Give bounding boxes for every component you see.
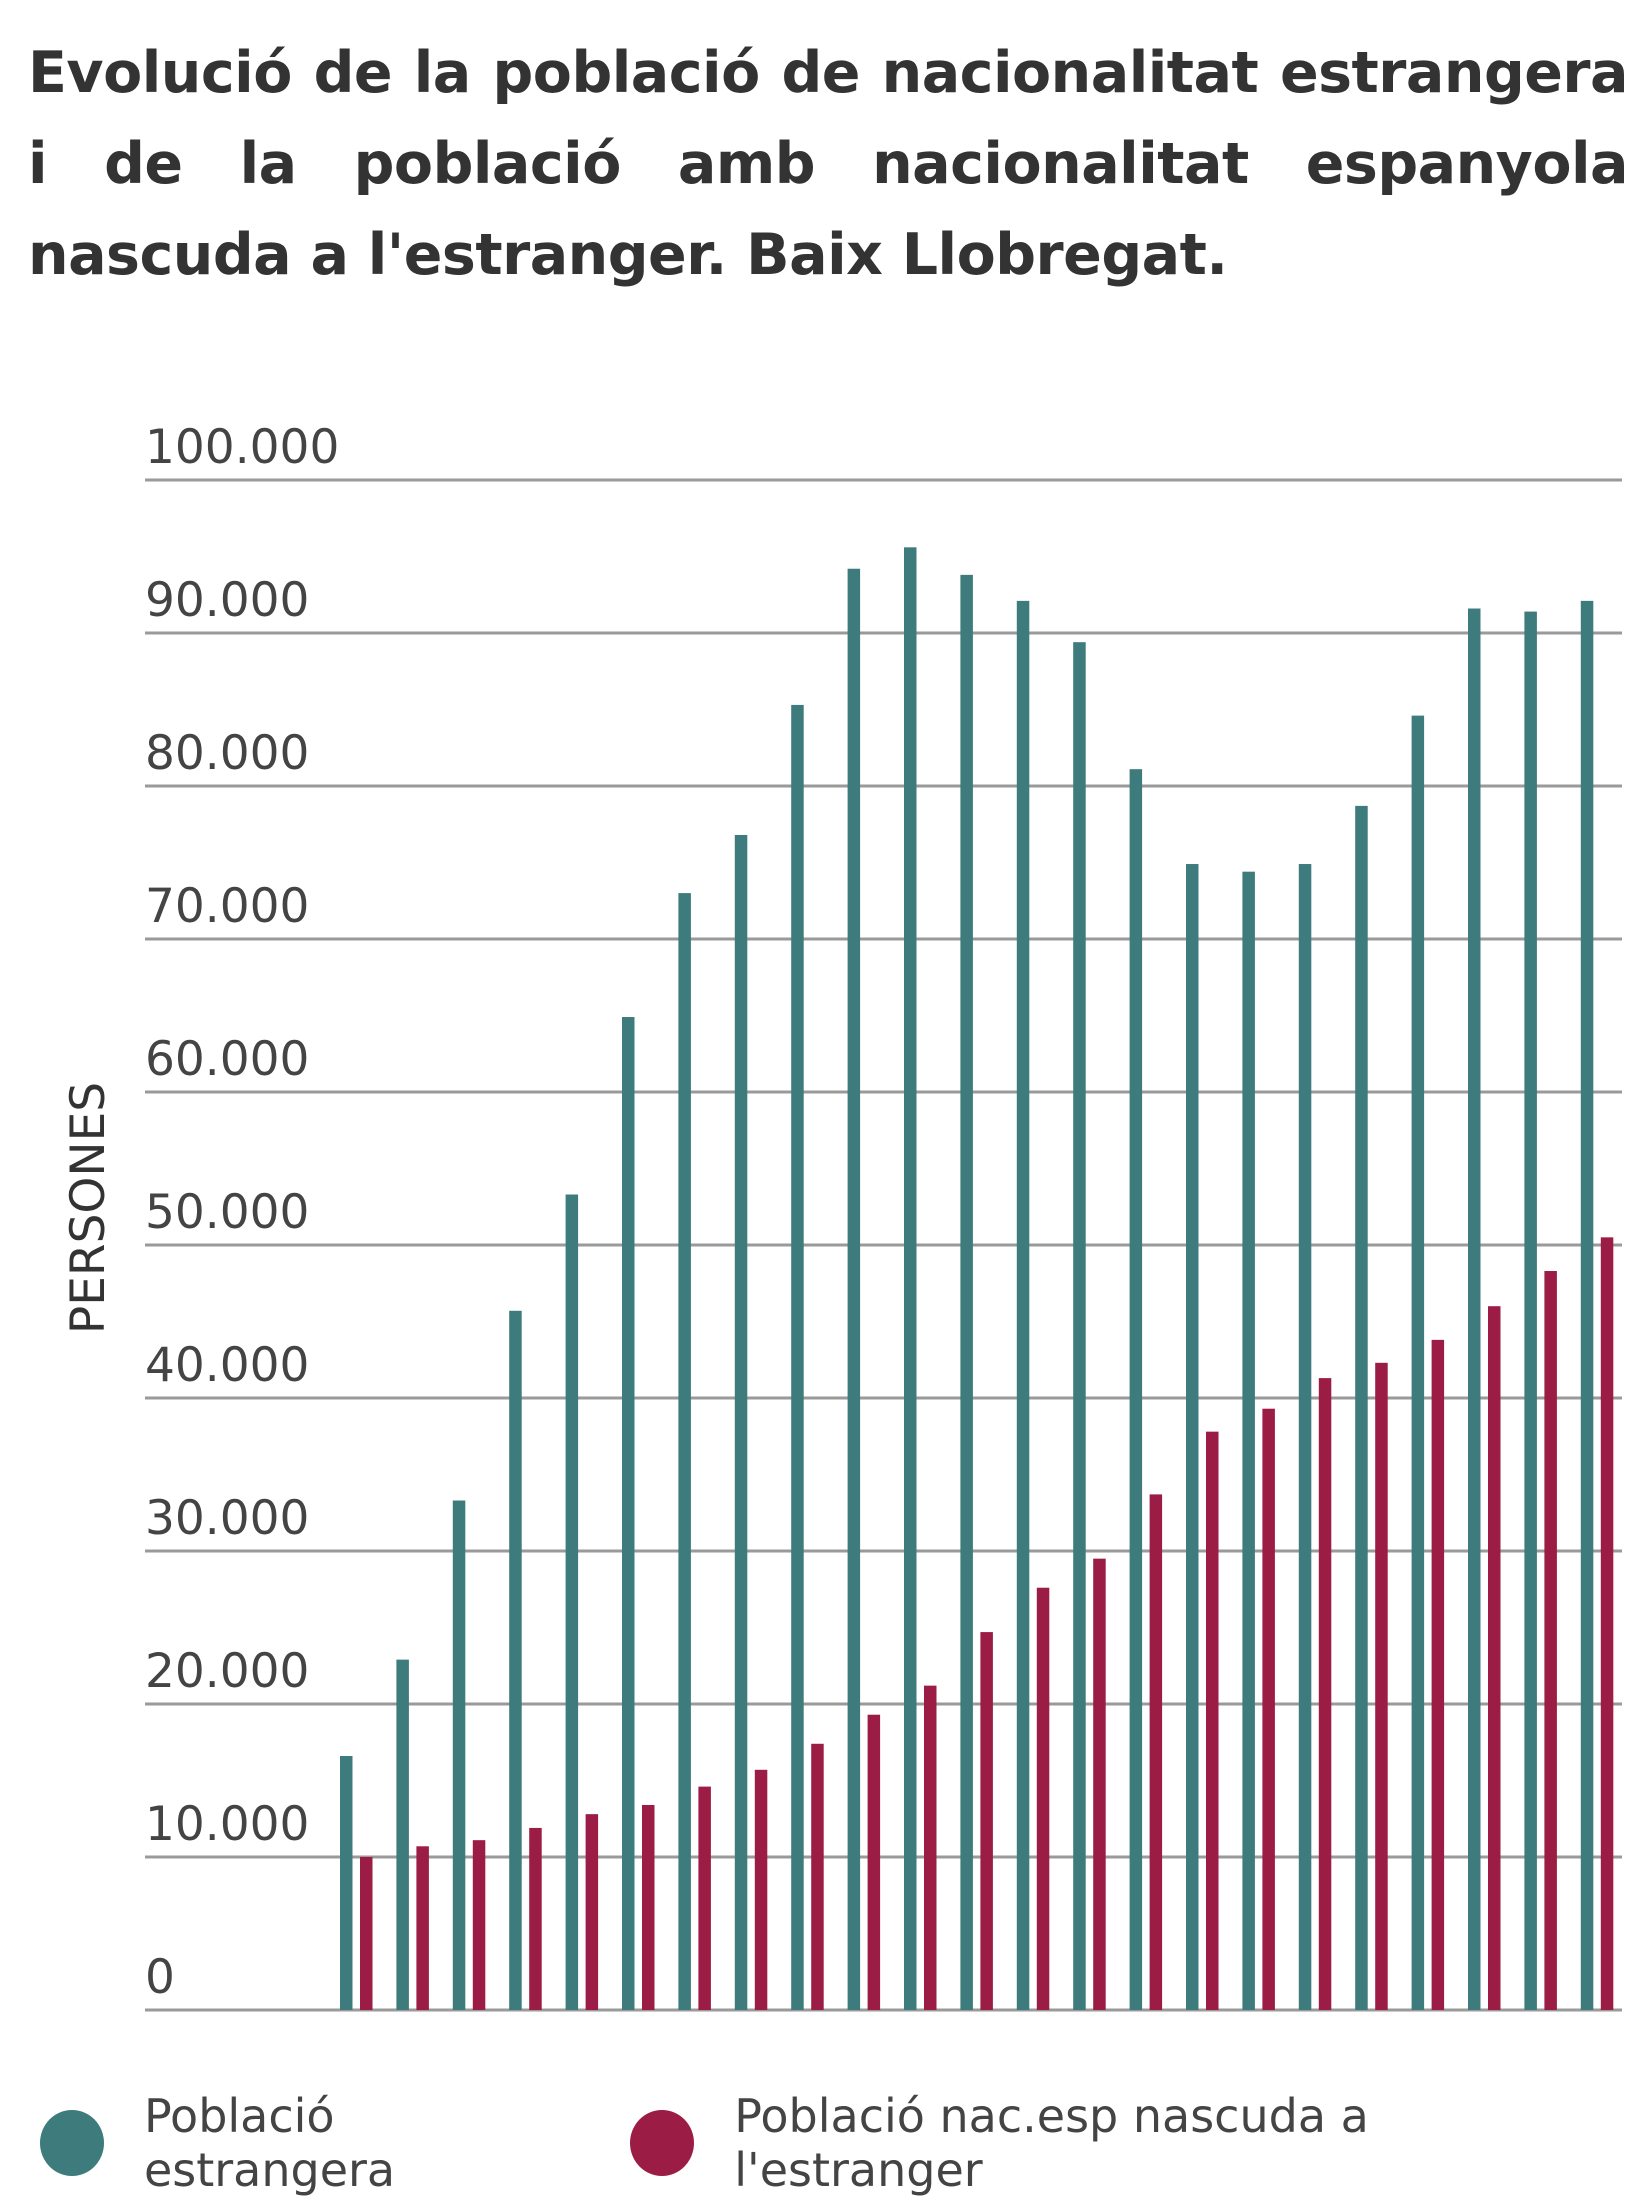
bar-foreign-population xyxy=(1073,642,1086,2011)
bar-foreign-population xyxy=(904,547,917,2010)
bar-foreign-population xyxy=(734,834,748,2011)
bar-spanish-born-abroad xyxy=(416,1846,429,2010)
bar-foreign-population xyxy=(1411,715,1425,2010)
bar-foreign-population xyxy=(791,704,804,2011)
bar-foreign-population xyxy=(847,568,861,2010)
bar-spanish-born-abroad xyxy=(529,1827,542,2010)
legend: Població estrangera Població nac.esp nas… xyxy=(40,2089,1649,2197)
bar-spanish-born-abroad xyxy=(642,1804,655,2010)
bar-foreign-population xyxy=(1468,608,1481,2010)
y-axis-tick-labels: 0 10.000 20.000 30.000 40.000 50.000 60.000 70.… xyxy=(145,420,339,2005)
gridlines xyxy=(145,478,1622,2012)
bar-foreign-population xyxy=(565,1194,579,2010)
bar-foreign-population xyxy=(622,1017,635,2010)
bar-spanish-born-abroad xyxy=(1431,1339,1445,2010)
legend-label-foreign: Població estrangera xyxy=(143,2089,396,2197)
bar-spanish-born-abroad xyxy=(360,1857,373,2010)
y-tick-label: 70.000 xyxy=(145,879,309,934)
bar-spanish-born-abroad xyxy=(811,1743,824,2010)
bar-foreign-population xyxy=(1580,600,1594,2010)
bar-spanish-born-abroad xyxy=(980,1632,993,2010)
legend-swatch-foreign xyxy=(40,2110,104,2176)
bars xyxy=(340,547,1614,2011)
y-tick-label: 80.000 xyxy=(145,726,309,781)
bar-foreign-population xyxy=(1186,864,1199,2010)
bar-spanish-born-abroad xyxy=(1600,1237,1614,2010)
legend-item-foreign: Població estrangera xyxy=(40,2089,586,2197)
legend-label-spanish-born-abroad: Població nac.esp nascuda a l'estranger xyxy=(734,2089,1369,2197)
bar-foreign-population xyxy=(509,1310,522,2010)
bar-foreign-population xyxy=(960,574,973,2010)
bar-foreign-population xyxy=(1298,864,1312,2010)
y-tick-label: 90.000 xyxy=(145,573,309,628)
legend-swatch-spanish-born-abroad xyxy=(630,2110,695,2176)
y-tick-label: 20.000 xyxy=(145,1644,309,1699)
bar-spanish-born-abroad xyxy=(1149,1494,1163,2010)
bar-spanish-born-abroad xyxy=(1093,1558,1106,2010)
bar-spanish-born-abroad xyxy=(585,1814,599,2010)
bar-foreign-population xyxy=(1524,611,1537,2010)
bar-spanish-born-abroad xyxy=(1036,1587,1050,2010)
bar-foreign-population xyxy=(452,1500,466,2010)
y-tick-label: 30.000 xyxy=(145,1491,309,1546)
bar-spanish-born-abroad xyxy=(867,1714,881,2010)
y-axis-label: PERSONES xyxy=(61,1082,116,1334)
chart-title: Evolució de la població de nacionalitat … xyxy=(28,40,1629,288)
bar-spanish-born-abroad xyxy=(698,1786,711,2010)
bar-spanish-born-abroad xyxy=(472,1840,486,2010)
bar-spanish-born-abroad xyxy=(1206,1431,1219,2010)
legend-item-spanish-born-abroad: Població nac.esp nascuda a l'estranger xyxy=(630,2089,1605,2197)
bar-foreign-population xyxy=(396,1659,409,2010)
bar-foreign-population xyxy=(1016,600,1030,2010)
y-tick-label: 50.000 xyxy=(145,1185,309,1240)
bar-foreign-population xyxy=(1242,871,1255,2011)
y-tick-label: 0 xyxy=(145,1950,175,2005)
bar-spanish-born-abroad xyxy=(1544,1271,1557,2010)
bar-spanish-born-abroad xyxy=(754,1769,768,2010)
y-tick-label: 40.000 xyxy=(145,1338,309,1393)
bar-spanish-born-abroad xyxy=(1375,1362,1388,2010)
bar-foreign-population xyxy=(340,1756,353,2010)
bar-spanish-born-abroad xyxy=(924,1685,937,2010)
y-tick-label: 60.000 xyxy=(145,1032,309,1087)
bar-foreign-population xyxy=(678,893,691,2010)
bar-foreign-population xyxy=(1129,769,1143,2011)
y-tick-label: 100.000 xyxy=(145,420,339,475)
y-tick-label: 10.000 xyxy=(145,1797,309,1852)
bar-foreign-population xyxy=(1355,805,1368,2010)
bar-spanish-born-abroad xyxy=(1488,1306,1501,2010)
bar-spanish-born-abroad xyxy=(1318,1378,1332,2010)
bar-spanish-born-abroad xyxy=(1262,1408,1275,2010)
